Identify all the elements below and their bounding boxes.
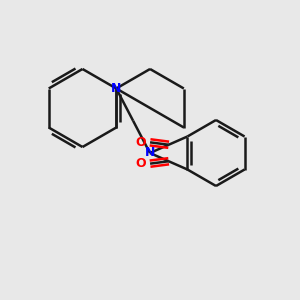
Text: O: O xyxy=(136,157,146,170)
Text: N: N xyxy=(111,82,122,95)
Text: N: N xyxy=(145,146,155,160)
Text: O: O xyxy=(136,136,146,149)
